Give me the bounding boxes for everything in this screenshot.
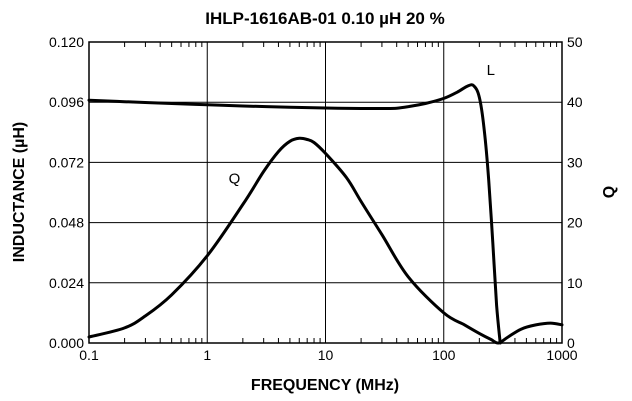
- series-q-line: [87, 136, 564, 345]
- curves: [87, 83, 564, 345]
- y-left-tick-label: 0.072: [49, 154, 84, 170]
- y-left-tick-label: 0.000: [49, 335, 84, 351]
- y-right-tick-label: 0: [567, 335, 575, 351]
- y-left-tick-label: 0.024: [49, 275, 84, 291]
- x-tick-label: 1: [203, 347, 211, 363]
- grid: [89, 42, 562, 343]
- y-right-tick-label: 50: [567, 34, 583, 50]
- series-l-line: [87, 83, 502, 345]
- y-right-tick-label: 30: [567, 154, 583, 170]
- y-axis-left-title: INDUCTANCE (µH): [11, 122, 28, 262]
- y-left-tick-label: 0.048: [49, 215, 84, 231]
- y-right-tick-label: 20: [567, 215, 583, 231]
- x-tick-label: 10: [318, 347, 334, 363]
- y-axis-right-title: Q: [601, 186, 618, 198]
- plot-frame: [88, 41, 563, 344]
- x-tick-label: 1000: [546, 347, 577, 363]
- curve-label-l: L: [487, 62, 495, 79]
- tick-labels: 0.1 1 10 100 10000.0000.0240.0480.0720.0960.…: [49, 34, 583, 363]
- annotations: LQ: [229, 62, 495, 187]
- x-tick-label: 0.1: [79, 347, 99, 363]
- x-axis-title: FREQUENCY (MHz): [251, 377, 399, 394]
- y-right-tick-label: 40: [567, 94, 583, 110]
- chart-title: IHLP-1616AB-01 0.10 µH 20 %: [205, 9, 444, 28]
- y-right-tick-label: 10: [567, 275, 583, 291]
- y-left-tick-label: 0.120: [49, 34, 84, 50]
- y-left-tick-label: 0.096: [49, 94, 84, 110]
- x-tick-label: 100: [432, 347, 456, 363]
- curve-label-q: Q: [229, 170, 241, 187]
